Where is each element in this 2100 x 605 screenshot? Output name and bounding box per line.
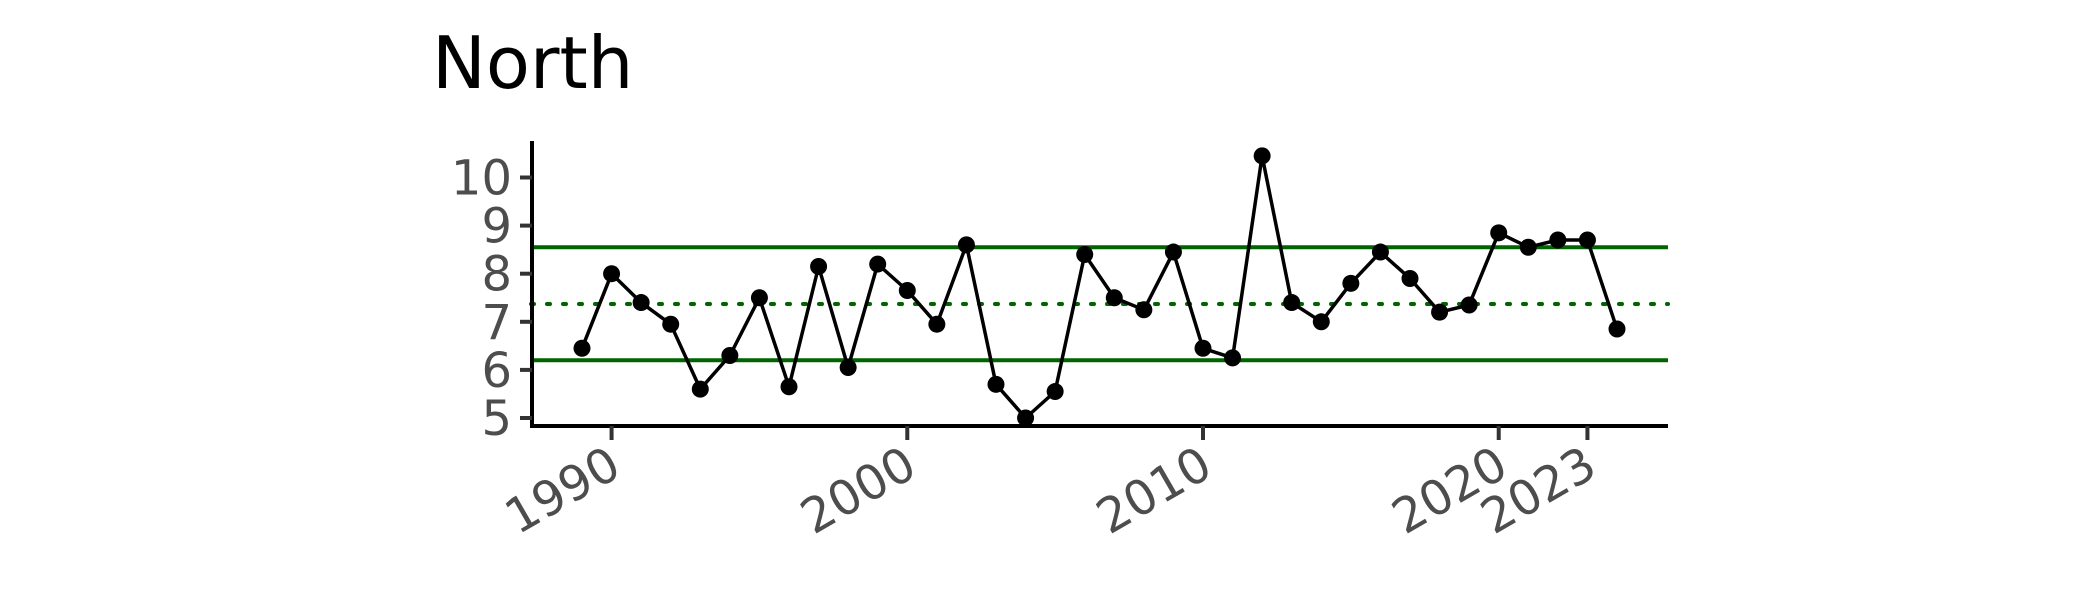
- x-tick-label: 1990: [496, 436, 630, 546]
- data-point: [1549, 231, 1567, 249]
- series-line: [580, 154, 1619, 420]
- data-point: [780, 378, 798, 396]
- data-point: [1253, 147, 1271, 165]
- data-point: [1224, 349, 1242, 367]
- data-point: [898, 282, 916, 300]
- data-point: [839, 358, 857, 376]
- data-point: [632, 294, 650, 312]
- data-point: [573, 339, 591, 357]
- data-point: [1046, 383, 1064, 401]
- data-point: [1135, 301, 1153, 319]
- data-point: [1490, 224, 1508, 242]
- y-tick-label: 8: [481, 247, 512, 303]
- series-points-group: [573, 147, 1626, 427]
- data-point: [750, 289, 768, 307]
- x-tick-label: 2000: [791, 436, 925, 546]
- data-point: [1312, 313, 1330, 331]
- x-tick-label: 2010: [1087, 436, 1221, 546]
- data-point: [1608, 320, 1626, 338]
- data-point: [1460, 296, 1478, 314]
- reference-lines: [529, 245, 1670, 363]
- data-point: [1164, 243, 1182, 261]
- data-point: [1283, 294, 1301, 312]
- data-point: [1076, 245, 1094, 263]
- data-point: [721, 346, 739, 364]
- y-tick-label: 6: [481, 343, 512, 399]
- data-point: [603, 265, 621, 283]
- data-point: [1105, 289, 1123, 307]
- y-tick-label: 5: [481, 391, 512, 447]
- data-point: [810, 257, 828, 275]
- data-point: [1194, 339, 1212, 357]
- axes: [530, 141, 1668, 428]
- data-point: [662, 315, 680, 333]
- data-point: [1342, 274, 1360, 292]
- data-point: [1371, 243, 1389, 261]
- data-point: [1578, 231, 1596, 249]
- data-point: [1401, 270, 1419, 288]
- data-point: [1519, 238, 1537, 256]
- data-point: [869, 255, 887, 273]
- chart-title: North: [432, 21, 633, 105]
- y-tick-label: 7: [481, 295, 512, 351]
- data-point: [957, 236, 975, 254]
- y-tick-label: 10: [451, 151, 512, 207]
- data-point: [691, 380, 709, 398]
- data-point: [928, 315, 946, 333]
- data-point: [1017, 409, 1035, 427]
- series-line-group: [580, 154, 1619, 420]
- data-point: [1431, 303, 1449, 321]
- data-point: [987, 375, 1005, 393]
- y-tick-label: 9: [481, 199, 512, 255]
